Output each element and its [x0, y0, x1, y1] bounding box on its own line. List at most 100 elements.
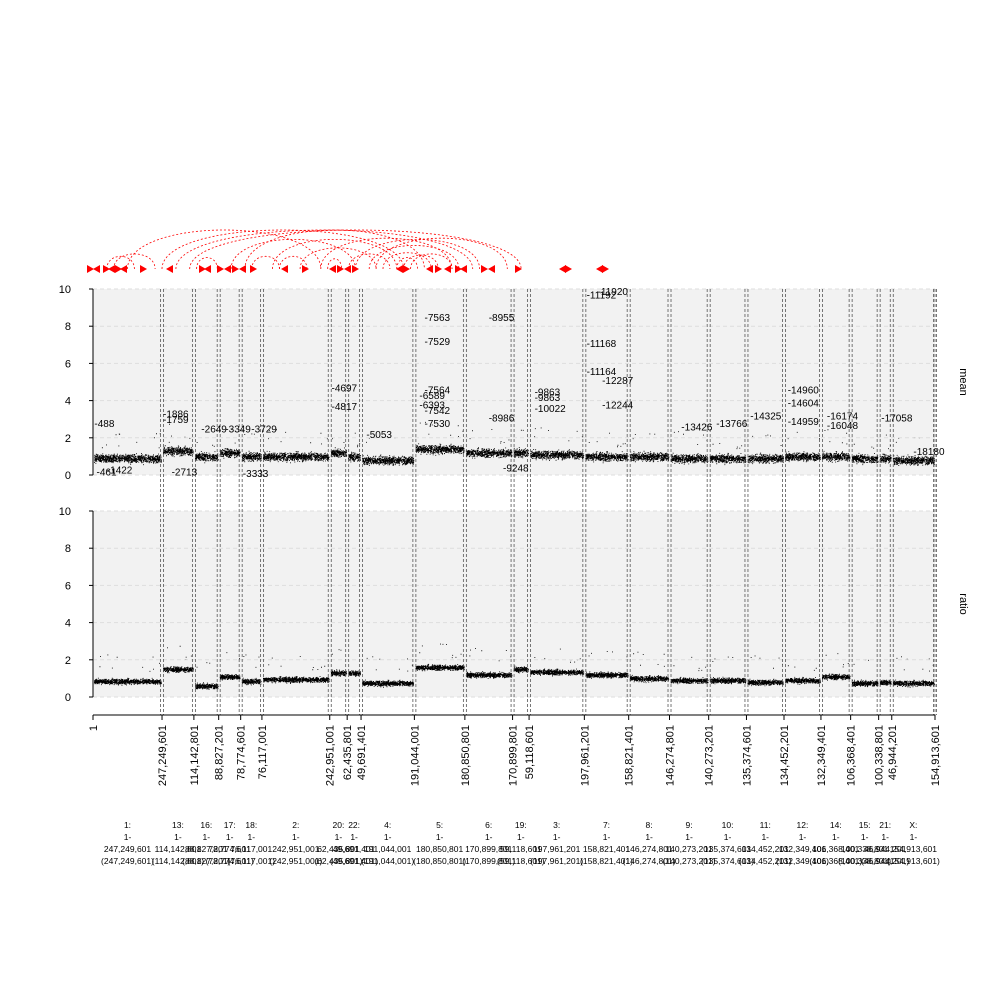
- ratio-ytick-label: 0: [65, 692, 71, 704]
- chromosome-label: 59,118,601: [500, 844, 542, 854]
- x-tick-label: 106,368,401: [846, 725, 858, 786]
- ratio-points-chr-22: [348, 670, 361, 677]
- chromosome-label: 62,435,801: [317, 844, 360, 854]
- mean-points-chr-15: [851, 443, 879, 466]
- ratio-points-chr-6: [465, 648, 513, 679]
- translocation-arc: [106, 255, 135, 270]
- mean-annotation: -488: [94, 419, 114, 430]
- chromosome-label: 135,374,601: [704, 844, 752, 854]
- x-tick-label: 62,435,801: [342, 725, 354, 780]
- breakpoint-marker: [481, 265, 488, 273]
- breakpoint-marker: [559, 265, 566, 273]
- chromosome-label: 1-: [553, 832, 561, 842]
- chromosome-label: 13:: [172, 820, 184, 830]
- breakpoint-marker: [281, 265, 288, 273]
- breakpoint-marker: [199, 265, 206, 273]
- chromosome-label: 8:: [646, 820, 653, 830]
- chromosome-label: 1-: [799, 832, 807, 842]
- x-tick-label: 170,899,801: [508, 725, 520, 786]
- breakpoint-marker: [515, 265, 522, 273]
- mean-annotation: -3349: [225, 425, 251, 436]
- chromosome-label: (132,349,401): [776, 856, 829, 866]
- mean-annotation: -8986: [489, 413, 515, 424]
- mean-annotation: -16174: [827, 412, 859, 423]
- chromosome-label: (76,117,001): [228, 856, 276, 866]
- ratio-points-chr-3: [530, 648, 585, 677]
- chromosome-label: 4:: [384, 820, 391, 830]
- ratio-points-chr-16: [195, 662, 219, 690]
- translocation-arc: [299, 247, 377, 270]
- chromosome-label: 158,821,401: [583, 844, 631, 854]
- x-tick-label: 1: [88, 725, 100, 731]
- mean-points-chr-12: [785, 431, 821, 463]
- ratio-points-chr-5: [415, 643, 465, 672]
- breakpoint-marker: [488, 265, 495, 273]
- chromosome-label: 180,850,801: [416, 844, 464, 854]
- translocation-arc: [279, 255, 308, 270]
- breakpoint-marker: [329, 265, 336, 273]
- x-tick-label: 114,142,801: [189, 725, 201, 785]
- translocation-arc: [368, 245, 460, 270]
- mean-points-chr-6: [465, 429, 513, 459]
- chromosome-label: (170,899,801): [462, 856, 515, 866]
- breakpoint-marker: [426, 265, 433, 273]
- x-tick-label: 78,774,601: [236, 725, 248, 780]
- mean-annotation: -6393: [419, 400, 445, 411]
- translocation-arc: [230, 239, 356, 270]
- chromosome-label: 6:: [485, 820, 492, 830]
- mean-ytick-label: 6: [65, 358, 71, 370]
- mean-annotation: -3729: [251, 425, 277, 436]
- chromosome-label: (191,044,001): [361, 856, 414, 866]
- chromosome-label: 15:: [859, 820, 871, 830]
- chromosome-label: 49,691,401: [333, 844, 376, 854]
- chromosome-label: 46,944,201: [864, 844, 907, 854]
- chromosome-label: 12:: [797, 820, 809, 830]
- chromosome-label: (62,435,801): [314, 856, 362, 866]
- mean-annotation: -7529: [425, 337, 451, 348]
- breakpoint-marker: [444, 265, 451, 273]
- mean-annotation: -11168: [587, 339, 617, 350]
- translocation-arc: [251, 255, 280, 270]
- chromosome-label: 146,274,801: [625, 844, 673, 854]
- breakpoint-marker: [403, 265, 410, 273]
- chromosome-label: (114,142,801): [152, 856, 204, 866]
- chromosome-label: (154,913,601): [887, 856, 940, 866]
- chromosome-label: 132,349,401: [779, 844, 827, 854]
- mean-annotation: -9248: [503, 464, 529, 475]
- chromosome-label: (106,368,401): [809, 856, 862, 866]
- chromosome-label: 21:: [879, 820, 891, 830]
- x-tick-label: 76,117,001: [257, 725, 269, 779]
- mean-annotation: -9863: [535, 393, 561, 404]
- x-tick-label: 135,374,601: [741, 725, 753, 786]
- chromosome-label: (242,951,001): [269, 856, 322, 866]
- chromosome-label: (135,374,601): [701, 856, 754, 866]
- breakpoint-marker: [455, 265, 462, 273]
- mean-annotation: -14604: [788, 399, 820, 410]
- translocation-arc: [196, 257, 218, 270]
- chromosome-label: (247,249,601): [101, 856, 154, 866]
- breakpoint-marker: [87, 265, 94, 273]
- mean-annotation: -4697: [332, 384, 358, 395]
- chromosome-label: 78,774,601: [208, 844, 251, 854]
- mean-points-chr-2: [262, 429, 330, 464]
- mean-ytick-label: 8: [65, 321, 71, 333]
- chromosome-label: 3:: [553, 820, 560, 830]
- x-tick-label: 247,249,601: [157, 725, 169, 786]
- breakpoint-marker: [460, 265, 467, 273]
- mean-points-chr-18: [241, 433, 262, 463]
- mean-annotation: -12244: [602, 400, 634, 411]
- chromosome-label: 1-: [517, 832, 525, 842]
- mean-points-chr-4: [362, 437, 415, 466]
- ratio-points-chr-13: [163, 645, 194, 674]
- chromosome-label: 22:: [348, 820, 360, 830]
- x-tick-label: 158,821,401: [624, 725, 636, 786]
- chromosome-label: (146,274,801): [623, 856, 676, 866]
- breakpoint-marker: [115, 265, 122, 273]
- chromosome-label: 1-: [761, 832, 769, 842]
- chromosome-label: 1-: [436, 832, 444, 842]
- chromosome-label: 1:: [124, 820, 131, 830]
- data-points: [94, 421, 935, 690]
- chromosome-label: (78,774,601): [206, 856, 254, 866]
- mean-annotation: -14959: [788, 417, 820, 428]
